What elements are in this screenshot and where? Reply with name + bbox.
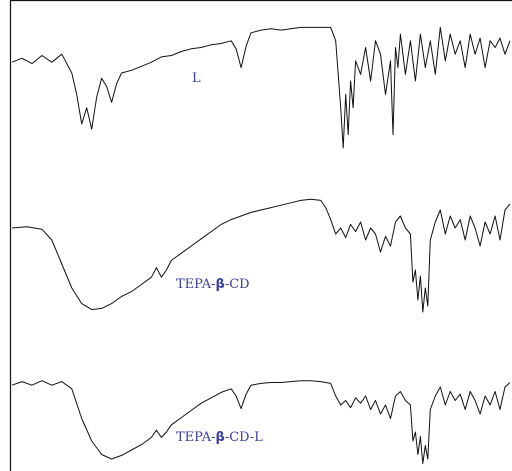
- series-label-l: L: [192, 71, 201, 86]
- series-label-tepa-beta-cd: TEPA-β-CD: [176, 277, 250, 292]
- series-label-part: β: [216, 277, 225, 292]
- series-label-part: -CD-L: [225, 430, 263, 445]
- spectrum-line-tepa-beta-cd-l: [11, 380, 511, 464]
- series-label-part: β: [216, 430, 225, 445]
- series-label-part: L: [192, 71, 201, 86]
- series-layer: [11, 26, 511, 464]
- plot-frame: [9, 0, 512, 471]
- spectrum-line-l: [11, 26, 511, 149]
- series-label-part: -CD: [225, 277, 250, 292]
- series-label-part: TEPA-: [176, 277, 216, 292]
- series-label-tepa-beta-cd-l: TEPA-β-CD-L: [176, 430, 263, 445]
- series-label-part: TEPA-: [176, 430, 216, 445]
- spectrum-line-tepa-beta-cd: [11, 198, 511, 313]
